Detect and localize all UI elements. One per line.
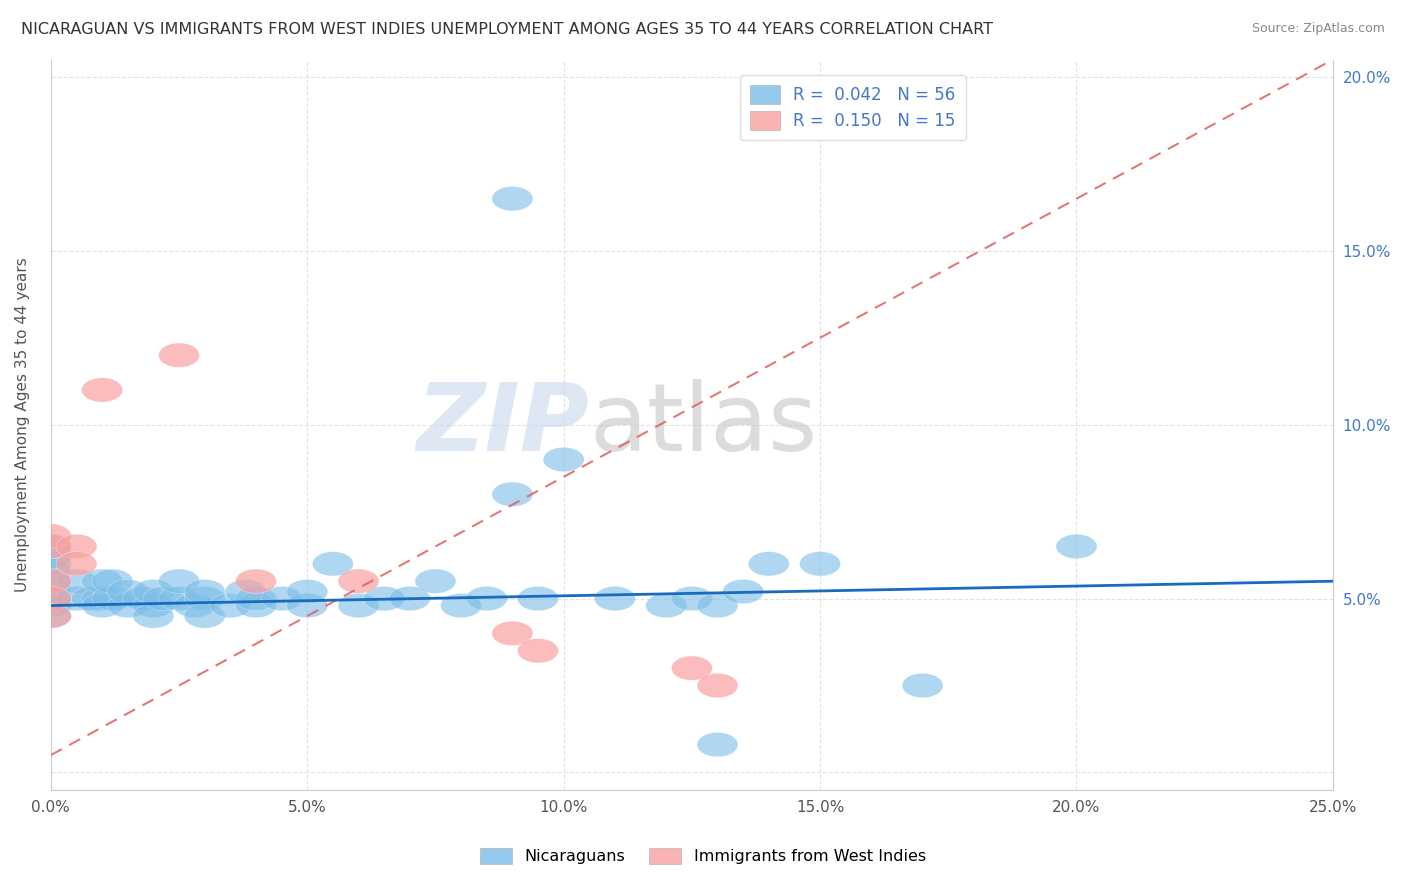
Ellipse shape [31, 534, 72, 558]
Ellipse shape [697, 673, 738, 698]
Ellipse shape [82, 378, 122, 402]
Ellipse shape [415, 569, 456, 593]
Ellipse shape [31, 569, 72, 593]
Ellipse shape [31, 558, 72, 583]
Ellipse shape [748, 551, 789, 576]
Ellipse shape [235, 569, 277, 593]
Ellipse shape [262, 586, 302, 611]
Ellipse shape [31, 604, 72, 628]
Ellipse shape [31, 545, 72, 569]
Ellipse shape [82, 593, 122, 618]
Ellipse shape [56, 569, 97, 593]
Ellipse shape [543, 447, 583, 472]
Ellipse shape [235, 593, 277, 618]
Ellipse shape [31, 586, 72, 611]
Text: ZIP: ZIP [416, 379, 589, 471]
Ellipse shape [287, 580, 328, 604]
Ellipse shape [492, 482, 533, 507]
Ellipse shape [492, 621, 533, 646]
Ellipse shape [1056, 534, 1097, 558]
Ellipse shape [31, 580, 72, 604]
Ellipse shape [82, 569, 122, 593]
Ellipse shape [107, 580, 148, 604]
Ellipse shape [517, 639, 558, 663]
Ellipse shape [440, 593, 482, 618]
Ellipse shape [31, 551, 72, 576]
Ellipse shape [56, 586, 97, 611]
Ellipse shape [159, 569, 200, 593]
Ellipse shape [225, 580, 266, 604]
Ellipse shape [31, 569, 72, 593]
Ellipse shape [671, 656, 713, 681]
Ellipse shape [31, 524, 72, 549]
Ellipse shape [184, 580, 225, 604]
Ellipse shape [595, 586, 636, 611]
Ellipse shape [800, 551, 841, 576]
Y-axis label: Unemployment Among Ages 35 to 44 years: Unemployment Among Ages 35 to 44 years [15, 258, 30, 592]
Legend: Nicaraguans, Immigrants from West Indies: Nicaraguans, Immigrants from West Indies [474, 841, 932, 871]
Ellipse shape [134, 604, 174, 628]
Ellipse shape [31, 593, 72, 618]
Ellipse shape [492, 186, 533, 211]
Ellipse shape [645, 593, 686, 618]
Ellipse shape [697, 593, 738, 618]
Ellipse shape [72, 586, 112, 611]
Ellipse shape [312, 551, 353, 576]
Ellipse shape [31, 604, 72, 628]
Ellipse shape [184, 586, 225, 611]
Ellipse shape [91, 569, 134, 593]
Ellipse shape [107, 593, 148, 618]
Ellipse shape [122, 586, 163, 611]
Ellipse shape [174, 593, 215, 618]
Ellipse shape [184, 604, 225, 628]
Ellipse shape [209, 593, 250, 618]
Ellipse shape [337, 593, 380, 618]
Ellipse shape [389, 586, 430, 611]
Ellipse shape [143, 586, 184, 611]
Ellipse shape [82, 586, 122, 611]
Ellipse shape [56, 534, 97, 558]
Ellipse shape [517, 586, 558, 611]
Text: atlas: atlas [589, 379, 817, 471]
Ellipse shape [364, 586, 405, 611]
Text: NICARAGUAN VS IMMIGRANTS FROM WEST INDIES UNEMPLOYMENT AMONG AGES 35 TO 44 YEARS: NICARAGUAN VS IMMIGRANTS FROM WEST INDIE… [21, 22, 993, 37]
Ellipse shape [723, 580, 763, 604]
Ellipse shape [31, 586, 72, 611]
Ellipse shape [337, 569, 380, 593]
Ellipse shape [134, 593, 174, 618]
Text: Source: ZipAtlas.com: Source: ZipAtlas.com [1251, 22, 1385, 36]
Ellipse shape [903, 673, 943, 698]
Ellipse shape [671, 586, 713, 611]
Ellipse shape [134, 580, 174, 604]
Ellipse shape [31, 534, 72, 558]
Ellipse shape [697, 732, 738, 756]
Ellipse shape [235, 586, 277, 611]
Legend: R =  0.042   N = 56, R =  0.150   N = 15: R = 0.042 N = 56, R = 0.150 N = 15 [740, 75, 966, 140]
Ellipse shape [159, 343, 200, 368]
Ellipse shape [91, 586, 134, 611]
Ellipse shape [159, 586, 200, 611]
Ellipse shape [56, 551, 97, 576]
Ellipse shape [287, 593, 328, 618]
Ellipse shape [467, 586, 508, 611]
